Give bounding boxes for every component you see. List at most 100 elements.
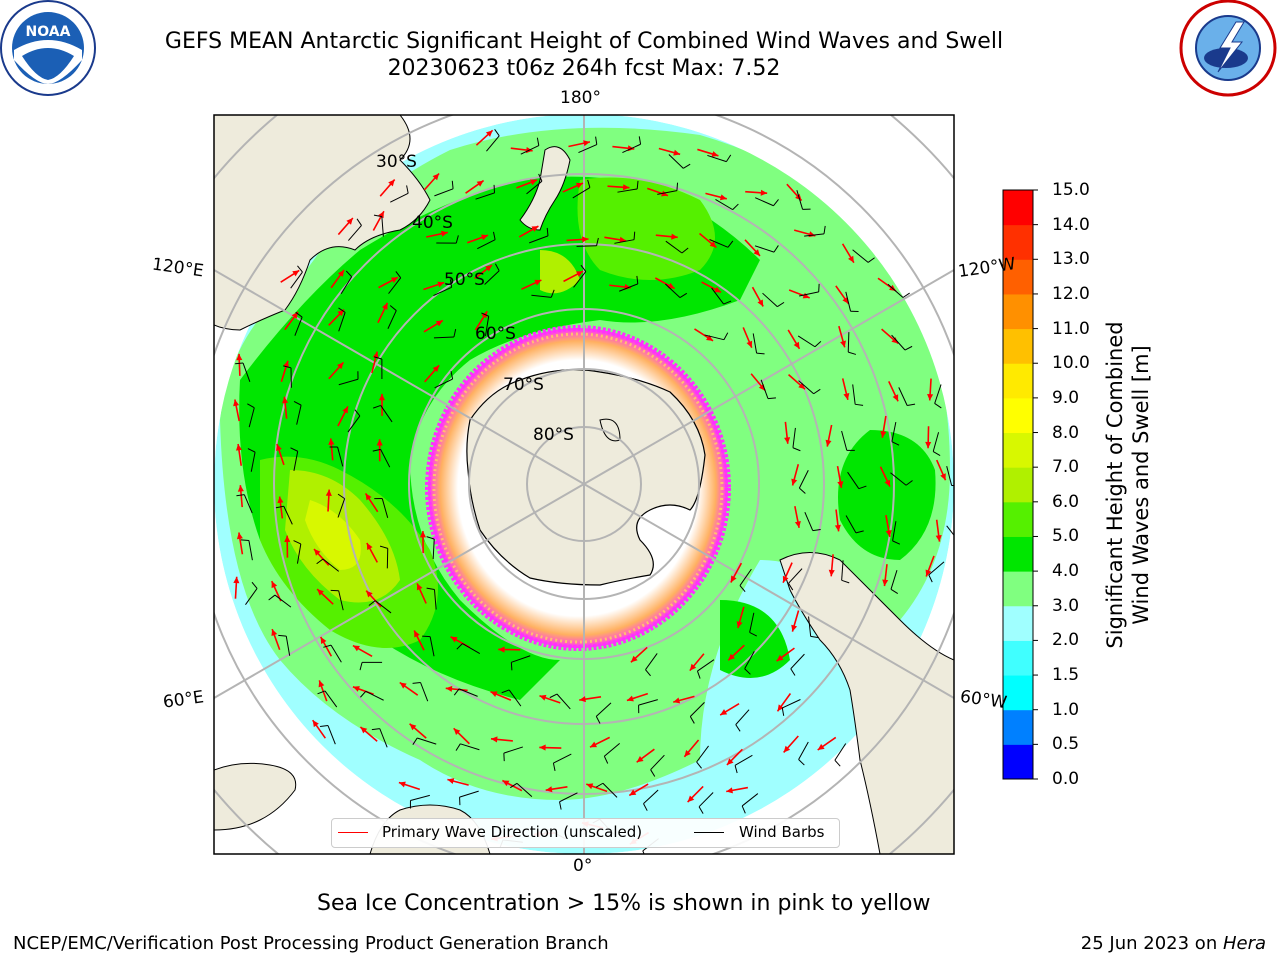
wind-barb-shaft: [420, 682, 429, 702]
wind-barb-shaft: [668, 154, 684, 169]
wind-barb-flag: [293, 540, 302, 545]
colorbar-tick-label: 14.0: [1052, 214, 1090, 235]
colorbar-tick-label: 7.0: [1052, 457, 1080, 478]
colorbar-segment: [1003, 640, 1033, 676]
wind-barb-flag: [501, 689, 510, 694]
wave-direction-arrowhead: [440, 230, 448, 237]
wind-barb-shaft: [689, 701, 705, 717]
wave-direction-arrowhead: [582, 236, 589, 243]
wind-barb-shaft: [934, 384, 942, 404]
wind-barb-shaft: [347, 415, 361, 433]
wind-barb-shaft: [559, 792, 578, 803]
wind-barb-flag: [251, 581, 258, 589]
wind-barb-flag: [790, 668, 796, 676]
wind-barb-flag: [580, 264, 587, 272]
map-legend: Primary Wave Direction (unscaled) Wind B…: [331, 818, 840, 848]
colorbar-tick-label: 8.0: [1052, 422, 1080, 443]
colorbar-tick-label: 3.0: [1052, 595, 1080, 616]
wind-barb-shaft: [760, 379, 769, 399]
wind-barb-shaft: [503, 746, 524, 754]
wind-barb-shaft: [458, 688, 478, 697]
footer-date-text: 25 Jun 2023 on: [1080, 933, 1223, 954]
wind-barb-flag: [379, 545, 388, 549]
wind-barb-flag: [773, 245, 779, 253]
wind-barb-flag: [855, 403, 864, 406]
wind-barb-shaft: [744, 651, 755, 670]
wind-barb-shaft: [735, 709, 750, 725]
wind-barb-shaft: [433, 336, 454, 339]
wind-barb-shaft: [657, 190, 678, 195]
wind-barb-shaft: [433, 589, 437, 610]
colorbar-title: Significant Height of Combined Wind Wave…: [1102, 321, 1154, 648]
wind-barb-shaft: [741, 793, 759, 807]
wave-direction-arrowhead: [728, 653, 735, 661]
wave-direction-arrowhead: [791, 478, 798, 486]
wind-barb-shaft: [749, 612, 755, 633]
wind-barb-swatch: [694, 832, 724, 833]
wave-direction-arrowhead: [366, 590, 373, 598]
wind-barb-flag: [356, 218, 362, 226]
wind-barb-shaft: [283, 506, 293, 525]
colorbar-tick-label: 6.0: [1052, 491, 1080, 512]
wind-barb-flag: [317, 690, 326, 695]
wind-barb-flag: [550, 289, 555, 298]
wind-barb-flag: [455, 743, 461, 751]
wind-barb-flag: [749, 631, 757, 637]
wind-barb-shaft: [847, 332, 850, 353]
wave-direction-arrowhead: [530, 179, 538, 186]
wind-barb-flag: [422, 635, 431, 638]
wind-barb-flag: [338, 307, 346, 313]
wind-barb-shaft: [433, 286, 452, 296]
vector-field: [233, 129, 954, 854]
wave-direction-arrowhead: [292, 270, 300, 277]
wave-direction-arrowhead: [539, 744, 546, 751]
wind-barb-shaft: [387, 310, 397, 329]
wind-barb-shaft: [381, 216, 384, 237]
wind-barb-flag: [638, 136, 642, 145]
wave-direction-arrowhead: [825, 439, 832, 447]
wind-barb-shaft: [891, 334, 906, 351]
wave-direction-arrowhead: [760, 189, 768, 196]
wave-direction-arrowhead: [843, 393, 850, 400]
wind-barb-flag: [449, 279, 453, 288]
wind-barb-flag: [538, 173, 543, 182]
wave-direction-legend-label: Primary Wave Direction (unscaled): [382, 823, 643, 841]
wind-barb-flag: [698, 806, 704, 814]
wind-barb-shaft: [381, 498, 389, 518]
lat-label-80s: 80°S: [533, 425, 574, 445]
wind-barb-shaft: [248, 407, 255, 428]
wind-barb-flag: [354, 409, 361, 417]
colorbar-border: [1002, 189, 1034, 780]
wave-direction-arrowhead: [687, 795, 695, 803]
wind-barb-flag: [595, 136, 598, 145]
wind-barb-flag: [395, 271, 402, 279]
wave-direction-arrowhead: [793, 341, 800, 349]
wind-barb-shaft: [847, 471, 860, 489]
footer-machine: Hera: [1222, 933, 1266, 954]
wind-barb-shaft: [337, 498, 346, 518]
colorbar-segment: [1003, 467, 1033, 503]
wind-barb-shaft: [798, 380, 814, 395]
lat-label-50s: 50°S: [444, 270, 485, 290]
wind-barb-flag: [744, 668, 751, 675]
wind-barb-flag: [536, 137, 540, 146]
wind-barb-shaft: [573, 271, 587, 288]
wind-barb-shaft: [604, 743, 620, 757]
wave-direction-arrowhead: [237, 485, 244, 492]
wind-barb-flag: [389, 305, 397, 311]
wave-direction-arrowhead: [782, 575, 789, 583]
wind-barb-shaft: [665, 240, 683, 254]
wind-barb-flag: [683, 163, 691, 169]
wave-direction-arrowhead: [619, 236, 627, 243]
wind-barb-shaft: [754, 245, 775, 253]
wind-barb-flag: [788, 583, 794, 591]
wind-barb-flag: [689, 716, 695, 724]
wind-barb-shaft: [380, 449, 391, 468]
wind-barb-legend-label: Wind Barbs: [739, 823, 825, 841]
wave-direction-arrowhead: [336, 362, 344, 370]
wave-direction-arrowhead: [498, 646, 505, 653]
wind-barb-flag: [934, 403, 942, 409]
colorbar-segment: [1003, 744, 1033, 780]
wave-direction-arrowhead: [583, 140, 590, 147]
wind-barb-shaft: [390, 192, 409, 203]
